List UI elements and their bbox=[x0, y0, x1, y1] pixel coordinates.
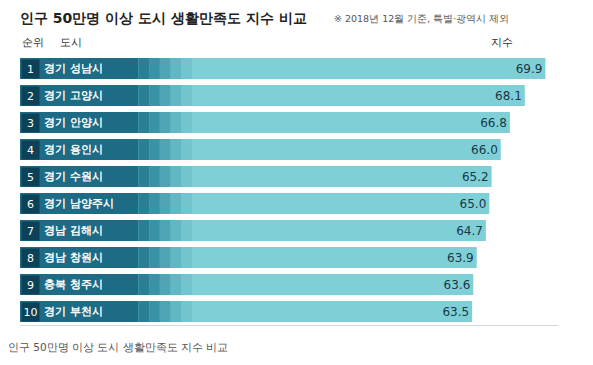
svg-text:경남 김해시: 경남 김해시 bbox=[44, 224, 103, 237]
svg-text:1: 1 bbox=[27, 63, 34, 76]
svg-text:5: 5 bbox=[27, 171, 34, 184]
svg-text:66.0: 66.0 bbox=[471, 143, 498, 157]
svg-text:경기 성남시: 경기 성남시 bbox=[44, 62, 103, 75]
svg-text:64.7: 64.7 bbox=[456, 224, 483, 238]
svg-text:순위: 순위 bbox=[22, 36, 44, 49]
svg-text:4: 4 bbox=[27, 144, 34, 157]
svg-text:충북 청주시: 충북 청주시 bbox=[44, 278, 103, 291]
svg-text:8: 8 bbox=[27, 252, 34, 265]
svg-text:경기 안양시: 경기 안양시 bbox=[44, 116, 103, 129]
svg-text:63.9: 63.9 bbox=[447, 251, 474, 265]
svg-text:인구 50만명 이상 도시 생활만족도 지수 비교: 인구 50만명 이상 도시 생활만족도 지수 비교 bbox=[8, 341, 228, 353]
svg-text:65.2: 65.2 bbox=[462, 170, 489, 184]
svg-text:경기 부천시: 경기 부천시 bbox=[44, 305, 103, 318]
svg-text:69.9: 69.9 bbox=[516, 62, 543, 76]
svg-text:※ 2018년 12월 기준, 특별·광역시 제외: ※ 2018년 12월 기준, 특별·광역시 제외 bbox=[334, 13, 509, 24]
svg-text:66.8: 66.8 bbox=[480, 116, 507, 130]
svg-text:3: 3 bbox=[27, 117, 34, 130]
svg-text:63.5: 63.5 bbox=[442, 305, 469, 319]
svg-text:7: 7 bbox=[27, 225, 34, 238]
svg-text:9: 9 bbox=[27, 279, 34, 292]
svg-text:65.0: 65.0 bbox=[460, 197, 487, 211]
svg-text:경남 창원시: 경남 창원시 bbox=[44, 251, 103, 264]
svg-text:68.1: 68.1 bbox=[495, 89, 522, 103]
svg-text:경기 용인시: 경기 용인시 bbox=[44, 143, 103, 156]
svg-text:10: 10 bbox=[24, 306, 38, 319]
svg-text:인구 50만명 이상 도시 생활만족도 지수 비교: 인구 50만명 이상 도시 생활만족도 지수 비교 bbox=[20, 10, 307, 26]
svg-text:도시: 도시 bbox=[60, 36, 82, 49]
svg-text:경기 남양주시: 경기 남양주시 bbox=[44, 197, 114, 210]
svg-text:63.6: 63.6 bbox=[444, 278, 471, 292]
svg-text:경기 수원시: 경기 수원시 bbox=[44, 170, 103, 183]
svg-text:지수: 지수 bbox=[491, 36, 513, 49]
svg-text:경기 고양시: 경기 고양시 bbox=[44, 89, 103, 102]
svg-text:6: 6 bbox=[27, 198, 34, 211]
svg-text:2: 2 bbox=[27, 90, 34, 103]
